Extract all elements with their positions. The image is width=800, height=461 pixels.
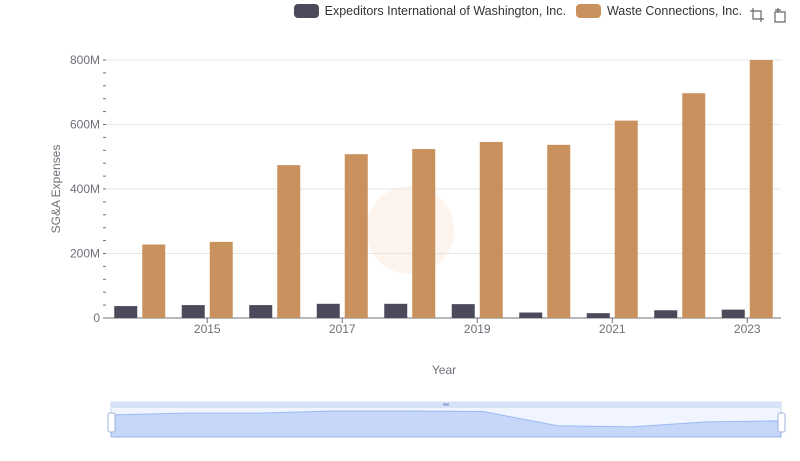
- bar-expeditors: [384, 303, 408, 318]
- bar-expeditors: [654, 310, 678, 318]
- data-zoom-slider[interactable]: [107, 401, 786, 438]
- toolbox: [742, 6, 790, 24]
- bar-expeditors: [249, 305, 273, 318]
- legend-label-waste-connections: Waste Connections, Inc.: [606, 4, 742, 18]
- y-tick-label: 800M: [70, 53, 100, 67]
- y-tick-label: 600M: [70, 118, 100, 132]
- zoom-handle-left[interactable]: [107, 412, 116, 433]
- bars-group: [114, 60, 773, 318]
- bar-waste-connections: [682, 93, 706, 318]
- bar-waste-connections: [614, 120, 638, 318]
- bar-expeditors: [519, 312, 543, 318]
- x-tick-label: 2021: [599, 322, 626, 336]
- y-tick-label: 0: [93, 311, 100, 325]
- y-gridlines: [106, 59, 781, 254]
- bar-waste-connections: [479, 141, 503, 318]
- legend-swatch-expeditors: [293, 4, 319, 18]
- legend-swatch-waste-connections: [575, 4, 601, 18]
- bar-waste-connections: [142, 244, 166, 318]
- bar-waste-connections: [412, 149, 436, 318]
- x-tick-label: 2017: [329, 322, 356, 336]
- zoom-grip[interactable]: [443, 403, 449, 406]
- bar-expeditors: [114, 306, 138, 318]
- bar-expeditors: [451, 304, 475, 318]
- legend-item-waste-connections[interactable]: Waste Connections, Inc.: [575, 4, 742, 18]
- zoom-icon[interactable]: [748, 6, 766, 24]
- restore-icon[interactable]: [772, 6, 790, 24]
- zoom-preview-area: [110, 410, 782, 438]
- bar-waste-connections: [547, 144, 571, 318]
- x-tick-label: 2019: [464, 322, 491, 336]
- bar-expeditors: [316, 303, 340, 318]
- bar-waste-connections: [344, 154, 368, 318]
- legend: Expeditors International of Washington, …: [284, 4, 742, 18]
- y-tick-label: 200M: [70, 247, 100, 261]
- y-tick-label: 400M: [70, 182, 100, 196]
- y-axis-ticks: 0 200M 400M 600M 800M: [70, 53, 107, 325]
- bar-expeditors: [586, 313, 610, 318]
- bar-expeditors: [181, 305, 205, 318]
- legend-label-expeditors: Expeditors International of Washington, …: [324, 4, 566, 18]
- x-tick-label: 2015: [194, 322, 221, 336]
- y-axis-title: SG&A Expenses: [49, 145, 63, 234]
- watermark-logo: [366, 186, 454, 274]
- bar-waste-connections: [749, 60, 773, 318]
- x-axis-title: Year: [432, 363, 456, 377]
- bar-expeditors: [721, 309, 745, 318]
- x-tick-label: 2023: [734, 322, 761, 336]
- zoom-handle-right[interactable]: [777, 412, 786, 433]
- zoom-selection[interactable]: [111, 408, 781, 437]
- legend-item-expeditors[interactable]: Expeditors International of Washington, …: [293, 4, 566, 18]
- bar-waste-connections: [277, 165, 301, 318]
- bar-waste-connections: [209, 241, 233, 318]
- x-axis: 2015 2017 2019 2021 2023: [106, 317, 781, 336]
